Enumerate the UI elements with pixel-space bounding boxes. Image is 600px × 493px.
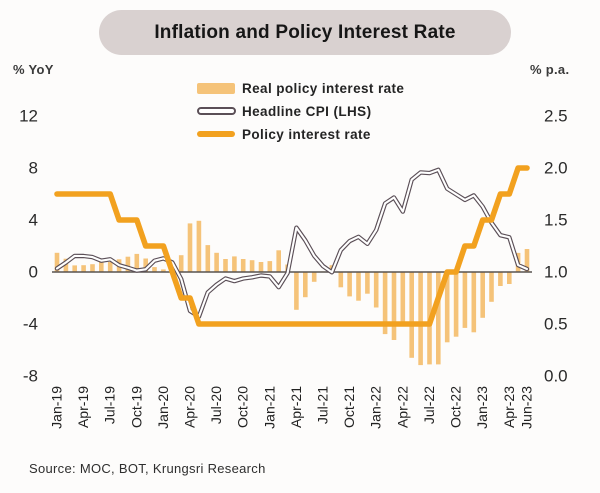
bar-real-policy-rate — [498, 272, 503, 286]
x-axis-tick: Jul-21 — [315, 386, 331, 424]
bar-real-policy-rate — [444, 272, 450, 343]
left-axis-tick: 4 — [29, 211, 38, 230]
bar-real-policy-rate — [196, 220, 202, 272]
x-axis-tick: Oct-21 — [341, 386, 357, 428]
bar-real-policy-rate — [436, 272, 441, 365]
legend-label: Real policy interest rate — [242, 80, 405, 96]
bar-real-policy-rate — [507, 272, 512, 284]
x-axis-tick: Apr-22 — [394, 386, 410, 428]
bar-real-policy-rate — [161, 269, 166, 272]
bar-real-policy-rate — [409, 272, 414, 358]
x-axis-tick: Jul-20 — [208, 386, 224, 424]
left-axis-tick: 12 — [19, 107, 38, 126]
bar-real-policy-rate — [152, 267, 157, 272]
bar-real-policy-rate — [471, 272, 477, 333]
legend-item-policy-rate: Policy interest rate — [197, 124, 404, 144]
bar-real-policy-rate — [232, 256, 237, 272]
chart-legend: Real policy interest rate Headline CPI (… — [197, 78, 404, 147]
x-axis-tick: Apr-19 — [75, 386, 91, 428]
right-axis-tick: 0.0 — [544, 367, 568, 386]
bar-real-policy-rate — [373, 272, 379, 308]
bar-real-policy-rate — [81, 265, 86, 272]
bar-real-policy-rate — [462, 272, 468, 328]
legend-item-real-policy-rate: Real policy interest rate — [197, 78, 404, 98]
bar-real-policy-rate — [276, 250, 281, 272]
chart-title: Inflation and Policy Interest Rate — [99, 10, 511, 55]
bar-real-policy-rate — [480, 272, 485, 318]
bar-real-policy-rate — [524, 249, 530, 272]
bar-real-policy-rate — [178, 255, 184, 272]
bar-real-policy-rate — [303, 272, 308, 298]
x-axis-tick: Oct-22 — [448, 386, 464, 428]
left-axis-tick: 8 — [29, 159, 38, 178]
right-axis-tick: 2.5 — [544, 107, 568, 126]
bar-real-policy-rate — [107, 262, 113, 272]
left-axis-tick: 0 — [29, 263, 38, 282]
x-axis-tick: Apr-20 — [182, 386, 198, 428]
bar-real-policy-rate — [134, 253, 140, 272]
x-axis-tick: Jan-21 — [261, 386, 277, 429]
legend-label: Headline CPI (LHS) — [242, 103, 372, 119]
x-axis-tick: Jul-19 — [102, 386, 118, 424]
right-axis-unit-label: % p.a. — [530, 62, 570, 77]
x-axis-tick: Jan-20 — [155, 386, 171, 429]
bar-real-policy-rate — [187, 223, 193, 272]
bar-real-policy-rate — [365, 272, 370, 294]
right-axis-tick: 0.5 — [544, 315, 568, 334]
x-axis-tick: Apr-23 — [501, 386, 517, 428]
bar-real-policy-rate — [143, 258, 148, 272]
bar-real-policy-rate — [214, 252, 219, 272]
headline-cpi-line-core — [55, 168, 529, 318]
left-axis-tick: -4 — [23, 315, 38, 334]
bar-real-policy-rate — [356, 272, 361, 301]
right-axis-tick: 2.0 — [544, 159, 568, 178]
bar-real-policy-rate — [391, 272, 397, 340]
x-axis-tick: Apr-21 — [288, 386, 304, 428]
chart-title-text: Inflation and Policy Interest Rate — [154, 21, 456, 43]
bar-real-policy-rate — [453, 272, 459, 337]
left-axis-unit-label: % YoY — [13, 62, 54, 77]
bar-real-policy-rate — [258, 262, 264, 272]
x-axis-tick: Jun-23 — [519, 386, 535, 429]
left-axis-tick: -8 — [23, 367, 38, 386]
bar-real-policy-rate — [294, 272, 299, 310]
x-axis-tick: Jul-22 — [421, 386, 437, 424]
bar-real-policy-rate — [489, 272, 494, 302]
bar-real-policy-rate — [90, 264, 95, 272]
source-note: Source: MOC, BOT, Krungsri Research — [29, 461, 266, 476]
x-axis-tick: Jan-22 — [368, 386, 384, 429]
bar-real-policy-rate — [72, 265, 77, 272]
bar-real-policy-rate — [267, 261, 273, 272]
x-axis-tick: Jan-23 — [474, 386, 490, 429]
bar-real-policy-rate — [54, 252, 60, 272]
bar-real-policy-rate — [382, 272, 388, 335]
bar-real-policy-rate — [125, 256, 131, 272]
bar-real-policy-rate — [418, 272, 423, 366]
bar-real-policy-rate — [240, 259, 246, 272]
x-axis-tick: Oct-20 — [235, 386, 251, 428]
legend-label: Policy interest rate — [242, 126, 371, 142]
bar-real-policy-rate — [223, 259, 228, 272]
bar-real-policy-rate — [338, 272, 344, 288]
right-axis-tick: 1.0 — [544, 263, 568, 282]
bar-real-policy-rate — [347, 272, 352, 297]
bar-real-policy-rate — [249, 260, 255, 272]
legend-outline-line-swatch-icon — [197, 107, 236, 115]
bar-real-policy-rate — [400, 272, 406, 326]
legend-item-headline-cpi: Headline CPI (LHS) — [197, 101, 404, 121]
legend-line-swatch-icon — [197, 131, 235, 137]
bar-real-policy-rate — [99, 260, 104, 272]
bar-real-policy-rate — [63, 258, 69, 272]
bar-real-policy-rate — [205, 245, 211, 272]
x-axis-tick: Jan-19 — [49, 386, 65, 429]
bar-real-policy-rate — [311, 272, 317, 282]
x-axis-tick: Oct-19 — [128, 386, 144, 428]
policy-rate-line — [54, 165, 530, 327]
right-axis-tick: 1.5 — [544, 211, 568, 230]
legend-bar-swatch-icon — [197, 82, 235, 94]
